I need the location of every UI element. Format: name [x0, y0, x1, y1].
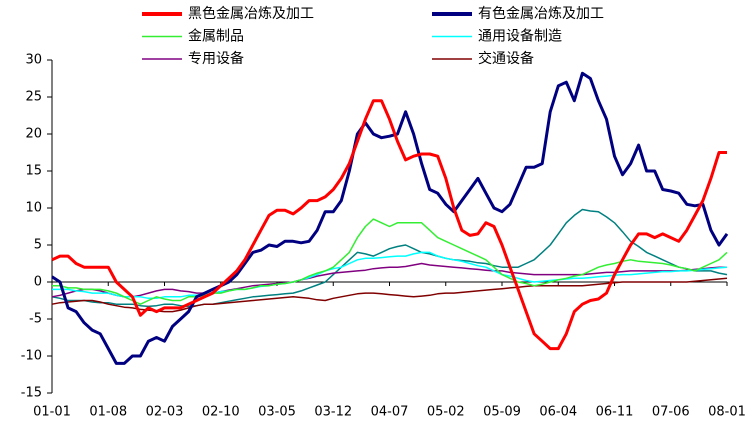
y-tick-label: -15	[21, 386, 42, 401]
x-tick-label: 02-03	[146, 405, 184, 420]
y-tick-label: 25	[25, 90, 42, 105]
series-line	[51, 71, 729, 365]
x-tick-label: 04-07	[371, 405, 409, 420]
x-tick-label: 03-12	[314, 405, 352, 420]
series-line	[51, 277, 728, 313]
x-tick-label: 05-02	[427, 405, 465, 420]
x-tick-label: 01-08	[89, 405, 127, 420]
y-tick-label: -5	[29, 312, 42, 327]
x-tick-label: 06-11	[596, 405, 634, 420]
legend-label: 通用设备制造	[478, 28, 562, 45]
y-tick-label: 30	[25, 53, 42, 68]
legend-label: 交通设备	[478, 50, 534, 67]
y-tick-label: 0	[34, 275, 42, 290]
x-tick-label: 07-06	[652, 405, 690, 420]
x-tick-label: 08-01	[708, 405, 746, 420]
y-tick-label: -10	[21, 349, 42, 364]
legend-label: 专用设备	[188, 50, 244, 67]
x-tick-label: 06-04	[539, 405, 577, 420]
legend-label: 有色金属冶炼及加工	[478, 5, 604, 22]
series-line	[52, 218, 728, 305]
y-tick-label: 20	[25, 127, 42, 142]
x-tick-label: 05-09	[483, 405, 521, 420]
legend-label: 金属制品	[188, 29, 244, 45]
y-tick-label: 5	[34, 238, 42, 253]
series-line	[51, 262, 727, 298]
series-line	[51, 99, 727, 351]
y-tick-label: 10	[25, 201, 42, 216]
legend-label: 黑色金属冶炼及加工	[188, 5, 314, 22]
x-tick-label: 03-05	[258, 405, 296, 420]
x-tick-label: 01-01	[33, 405, 71, 420]
series-line	[51, 208, 728, 308]
x-tick-label: 02-10	[202, 405, 240, 420]
y-tick-label: 15	[25, 164, 42, 179]
